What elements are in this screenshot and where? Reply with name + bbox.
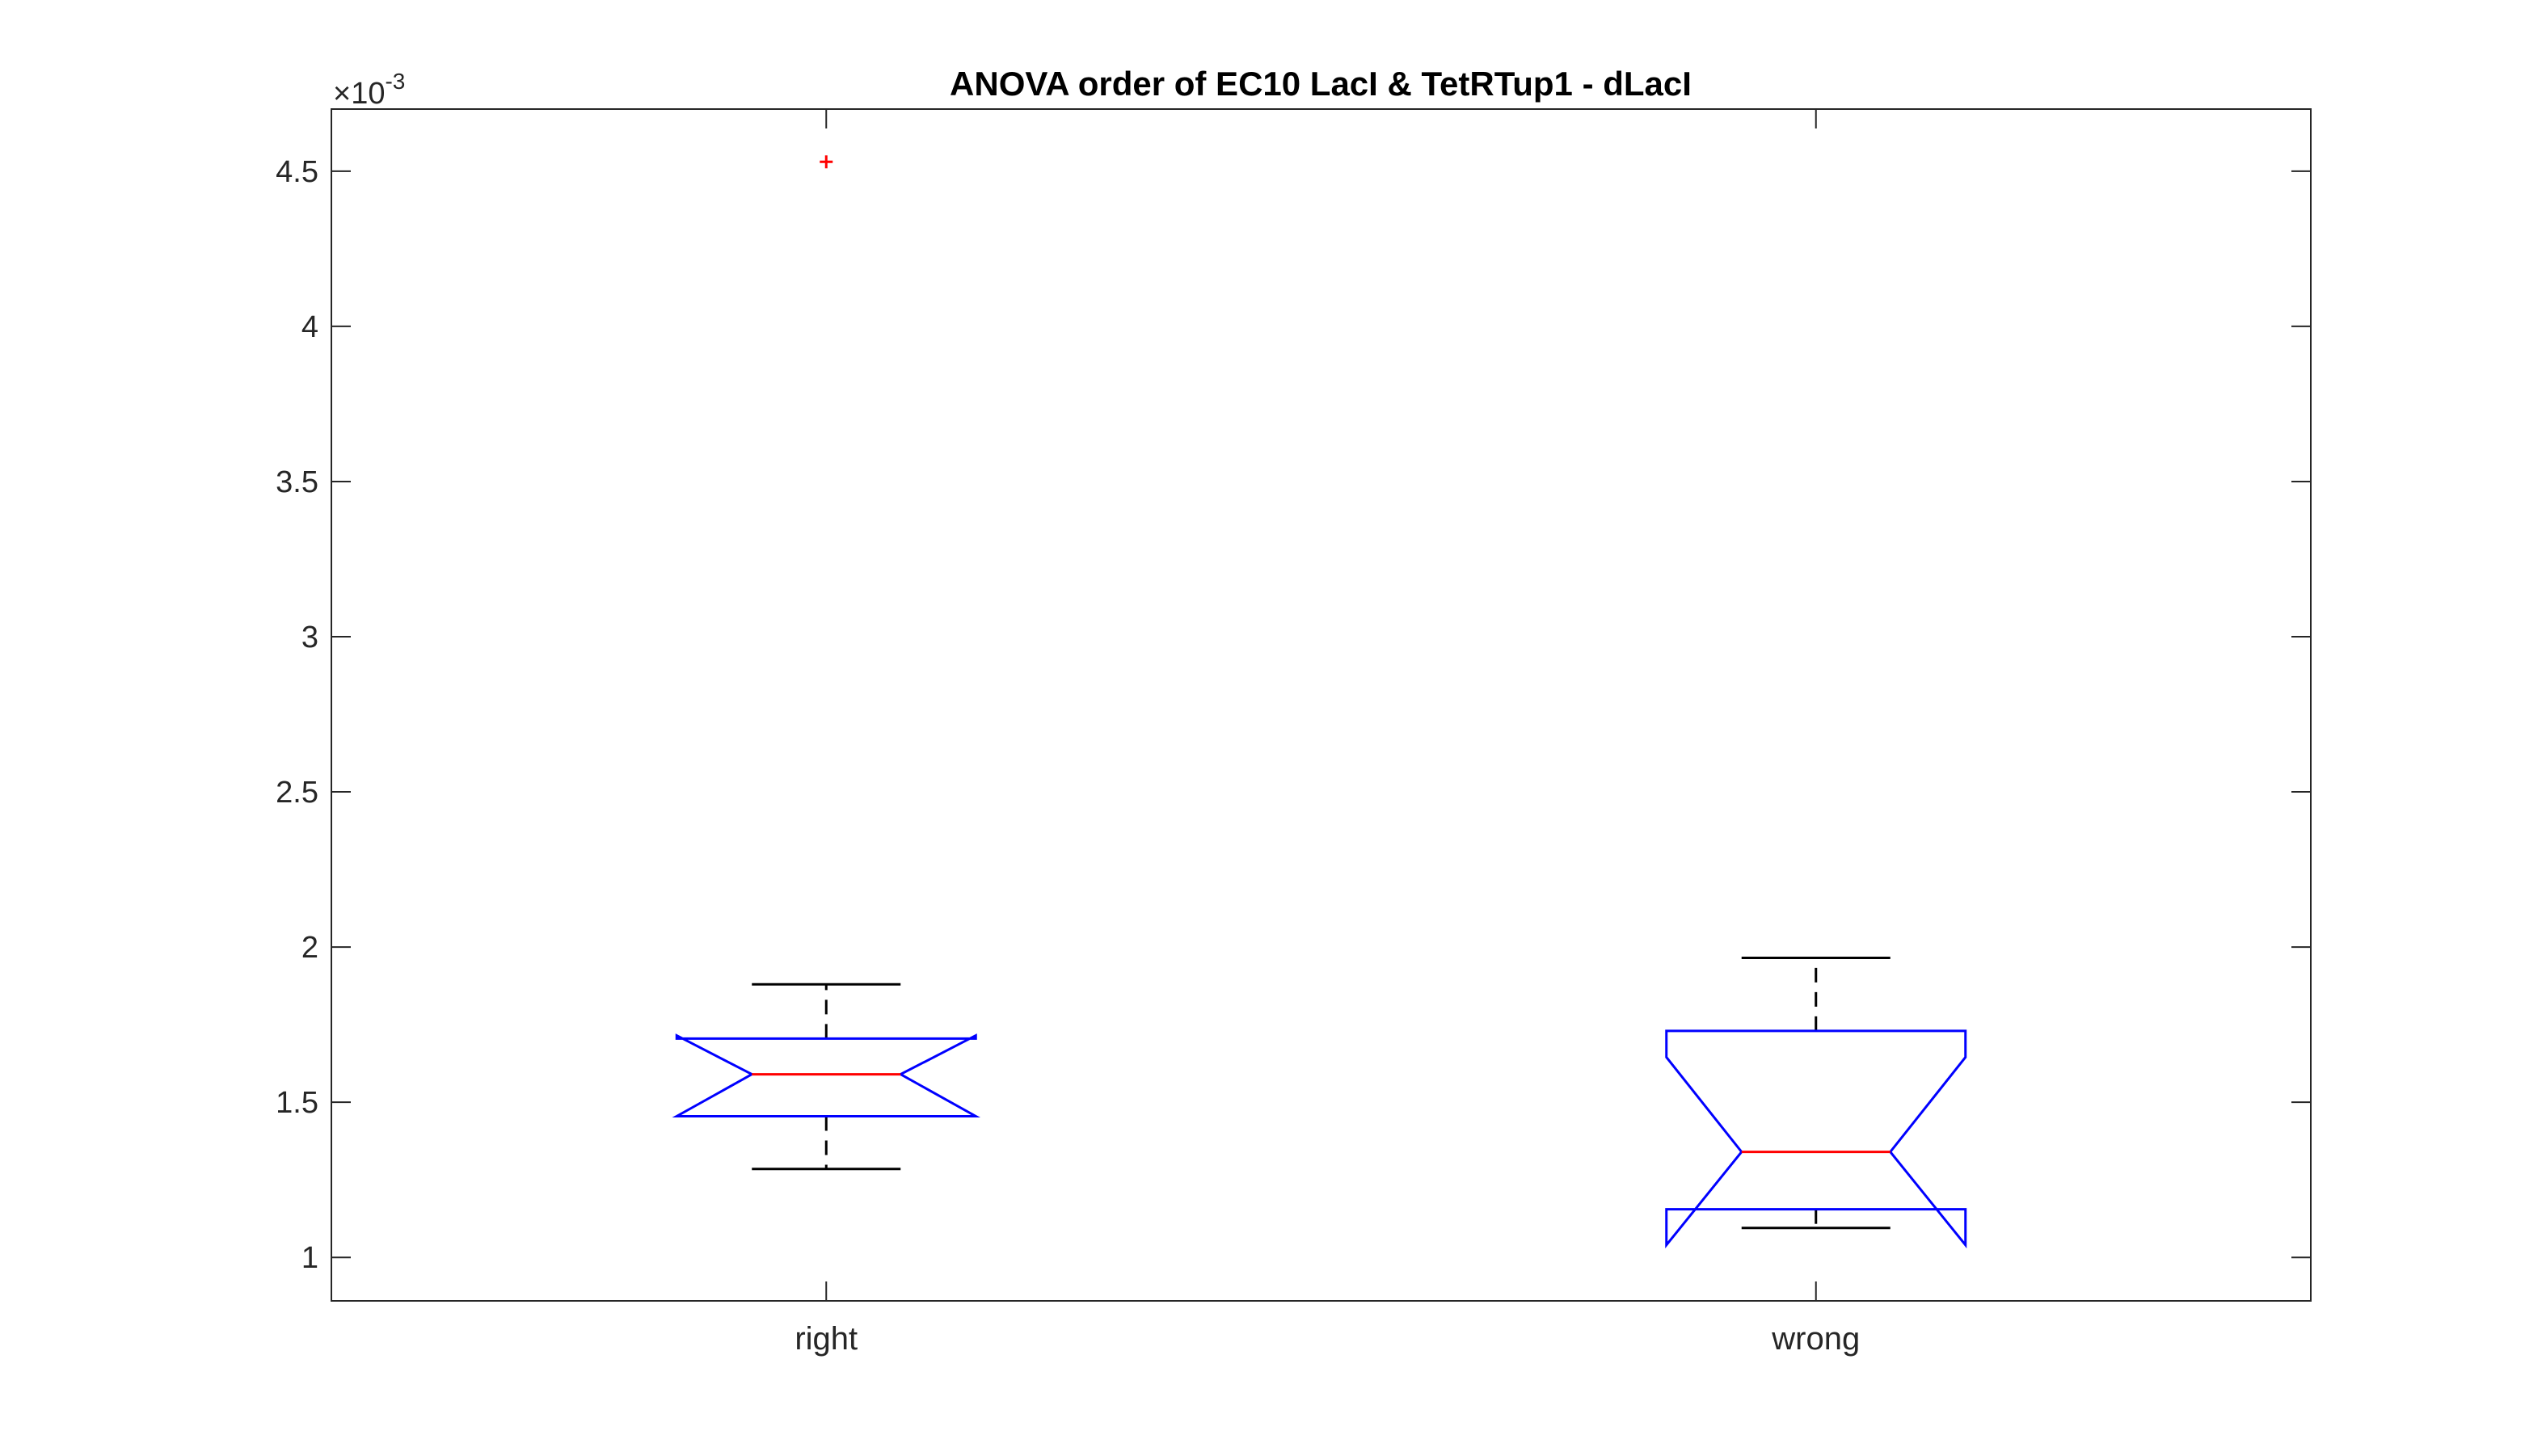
plot-area bbox=[331, 108, 2312, 1302]
y-axis-ticks: 1 1.5 2 2.5 3 3.5 4 4.5 bbox=[276, 155, 2311, 1275]
y-tick-label: 3 bbox=[301, 621, 318, 654]
x-tick-label-right: right bbox=[795, 1321, 858, 1357]
y-tick-label: 1.5 bbox=[276, 1086, 318, 1120]
notched-box bbox=[1665, 1029, 1967, 1249]
y-multiplier-prefix: ×10 bbox=[333, 77, 385, 111]
y-tick-label: 2.5 bbox=[276, 776, 318, 810]
x-axis-ticks: right wrong bbox=[795, 109, 1860, 1357]
box-right bbox=[672, 155, 981, 1171]
y-tick-label: 4.5 bbox=[276, 155, 318, 189]
chart-title: ANOVA order of EC10 LacI & TetRTup1 - dL… bbox=[950, 65, 1692, 103]
y-tick-label: 4 bbox=[301, 310, 318, 344]
notched-box bbox=[672, 1033, 981, 1117]
y-multiplier-exponent: -3 bbox=[385, 69, 405, 94]
box-wrong bbox=[1665, 957, 1967, 1249]
y-tick-label: 3.5 bbox=[276, 465, 318, 499]
y-tick-label: 1 bbox=[301, 1241, 318, 1275]
x-tick-label-wrong: wrong bbox=[1771, 1321, 1860, 1357]
outlier-marker bbox=[820, 155, 833, 169]
boxes-layer bbox=[672, 155, 1967, 1249]
y-axis-multiplier: ×10-3 bbox=[333, 69, 405, 111]
y-tick-label: 2 bbox=[301, 931, 318, 965]
